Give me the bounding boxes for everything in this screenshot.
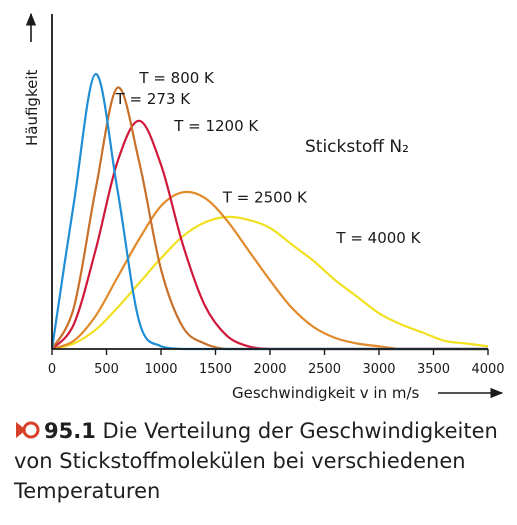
series-line-4000k bbox=[51, 215, 489, 351]
series-label: T = 1200 K bbox=[173, 117, 259, 135]
series-label: T = 2500 K bbox=[222, 188, 308, 206]
x-axis-label: Geschwindigkeit v in m/s bbox=[232, 384, 420, 402]
chart: 0 500 1000 1500 2000 2500 3000 3500 4000 Häufigk… bbox=[23, 12, 505, 402]
series-line-2500k bbox=[51, 190, 488, 351]
series-line-1200k bbox=[51, 119, 488, 351]
x-tick-label: 1000 bbox=[144, 362, 177, 377]
x-tick-label: 3000 bbox=[362, 362, 395, 377]
figure-caption: 95.1 Die Verteilung der Geschwindigkeite… bbox=[14, 416, 509, 506]
curves-layer bbox=[50, 72, 489, 351]
caption-text: Die Verteilung der Geschwindigkeiten von… bbox=[14, 419, 498, 503]
y-axis-label: Häufigkeit bbox=[23, 70, 41, 146]
x-tick-label: 0 bbox=[48, 362, 56, 377]
series-label: T = 800 K bbox=[138, 69, 215, 87]
x-tick-label: 500 bbox=[94, 362, 119, 377]
series-line-800k bbox=[51, 86, 488, 351]
series-labels: T = 273 K T = 800 K T = 1200 K T = 2500 K T … bbox=[115, 69, 422, 247]
gas-annotation: Stickstoff N₂ bbox=[305, 137, 409, 157]
x-tick-label: 2500 bbox=[308, 362, 341, 377]
series-label: T = 4000 K bbox=[335, 229, 421, 247]
refresh-arrow-icon bbox=[16, 421, 40, 439]
x-tick-label: 1500 bbox=[199, 362, 232, 377]
x-tick-label: 3500 bbox=[417, 362, 450, 377]
x-tick-label: 4000 bbox=[471, 362, 504, 377]
x-ticks: 0 500 1000 1500 2000 2500 3000 3500 4000 bbox=[48, 349, 505, 377]
series-label: T = 273 K bbox=[115, 90, 192, 108]
caption-number: 95.1 bbox=[44, 419, 96, 443]
x-tick-label: 2000 bbox=[253, 362, 286, 377]
